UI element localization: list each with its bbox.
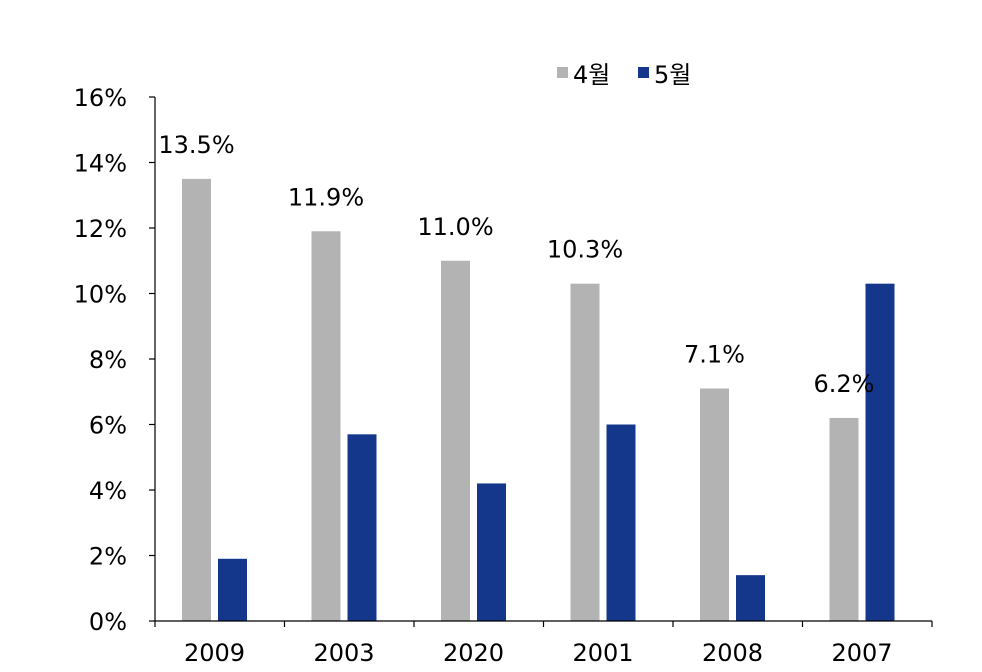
data-label-2003: 11.9% (288, 183, 364, 211)
legend-label-1: 4월 (573, 61, 610, 89)
data-label-2009: 13.5% (158, 131, 234, 159)
bar-series2-2001 (606, 424, 636, 621)
legend-swatch-2 (638, 67, 649, 78)
bar-series2-2007 (865, 283, 895, 621)
y-tick-label: 8% (89, 346, 127, 374)
bar-series1-2008 (700, 388, 729, 621)
y-tick-label: 0% (89, 608, 127, 636)
bar-series2-2009 (218, 558, 247, 621)
bars (182, 178, 895, 621)
bar-series2-2020 (477, 483, 506, 621)
data-label-2008: 7.1% (684, 340, 745, 368)
bar-series1-2009 (182, 178, 211, 621)
y-tick-label: 10% (74, 281, 127, 309)
x-tick-label-2007: 2007 (831, 639, 892, 667)
bar-series2-2008 (736, 575, 765, 621)
legend-label-2: 5월 (654, 61, 691, 89)
bar-series1-2003 (311, 231, 341, 621)
legend: 4월 5월 (557, 61, 691, 89)
bar-series1-2001 (570, 283, 600, 621)
bar-series1-2020 (441, 260, 470, 621)
legend-swatch-1 (557, 67, 568, 78)
data-labels: 13.5% 11.9% 11.0% 10.3% 7.1% 6.2% (158, 131, 874, 398)
data-label-2001: 10.3% (547, 236, 623, 264)
y-tick-label: 14% (74, 150, 127, 178)
axes: 0% 2% 4% 6% 8% 10% 12% 14% 16% 2009 2003 2020 2001 20… (74, 84, 933, 667)
x-tick-label-2020: 2020 (443, 639, 504, 667)
bar-series1-2007 (829, 417, 859, 621)
data-label-2007: 6.2% (814, 370, 875, 398)
y-tick-label: 4% (89, 477, 127, 505)
y-tick-label: 12% (74, 215, 127, 243)
x-tick-label-2001: 2001 (572, 639, 633, 667)
bar-series2-2003 (347, 434, 377, 621)
y-tick-label: 6% (89, 412, 127, 440)
data-label-2020: 11.0% (417, 213, 493, 241)
y-tick-label: 16% (74, 84, 127, 112)
x-tick-label-2008: 2008 (702, 639, 763, 667)
y-tick-label: 2% (89, 543, 127, 571)
x-tick-label-2003: 2003 (313, 639, 374, 667)
x-tick-label-2009: 2009 (184, 639, 245, 667)
